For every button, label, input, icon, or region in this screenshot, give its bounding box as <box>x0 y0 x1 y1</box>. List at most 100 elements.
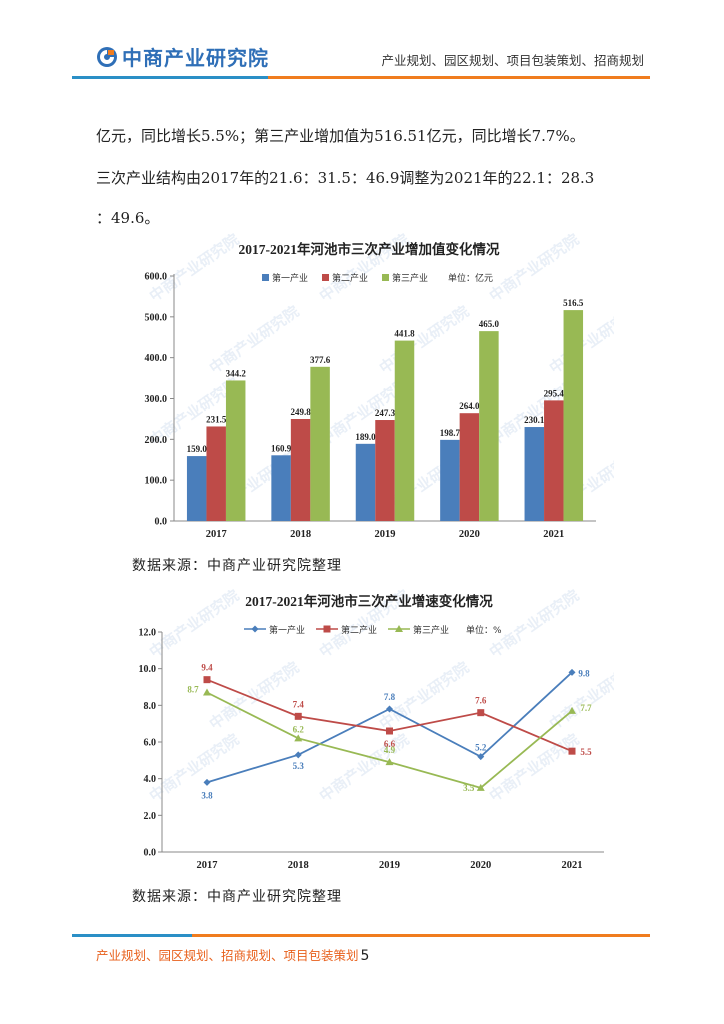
x-tick-label: 2018 <box>290 529 311 540</box>
watermark: 中商产业研究院 <box>146 588 242 661</box>
point-data-label: 5.2 <box>475 743 487 753</box>
bar <box>479 331 499 521</box>
watermark: 中商产业研究院 <box>486 588 582 661</box>
y-tick-label: 10.0 <box>139 664 157 675</box>
legend-marker <box>395 625 403 632</box>
point-data-label: 7.6 <box>475 696 487 706</box>
y-tick-label: 500.0 <box>145 312 168 323</box>
bar-data-label: 159.0 <box>187 444 208 454</box>
legend-label: 第一产业 <box>269 624 305 636</box>
bar <box>225 380 246 521</box>
bar-data-label: 249.8 <box>290 407 311 417</box>
bar <box>206 426 226 521</box>
y-tick-label: 0.0 <box>155 517 168 528</box>
y-tick-label: 8.0 <box>144 701 157 712</box>
legend-label: 第二产业 <box>332 272 368 284</box>
series-point <box>294 734 303 742</box>
x-tick-label: 2017 <box>206 529 227 540</box>
bar-chart-title: 2017-2021年河池市三次产业增加值变化情况 <box>239 241 500 257</box>
legend-label: 第三产业 <box>392 272 428 284</box>
header-tagline: 产业规划、园区规划、项目包装策划、招商规划 <box>381 53 644 68</box>
bar <box>355 443 376 521</box>
bar <box>524 427 545 521</box>
x-tick-label: 2018 <box>288 860 309 871</box>
bar-data-label: 198.7 <box>440 428 461 438</box>
x-tick-label: 2021 <box>543 529 564 540</box>
series-point <box>294 751 302 759</box>
bar-data-label: 231.5 <box>206 414 227 424</box>
unit-label: 单位：% <box>466 624 502 636</box>
bar <box>544 400 564 521</box>
footer-divider-blue <box>72 934 192 937</box>
bar-data-label: 230.1 <box>524 415 545 425</box>
page-header: 中商产业研究院 产业规划、园区规划、项目包装策划、招商规划 <box>0 0 724 80</box>
y-tick-label: 12.0 <box>139 628 157 639</box>
legend-swatch <box>262 274 269 281</box>
bar <box>375 420 395 521</box>
logo-icon <box>97 46 117 67</box>
x-tick-label: 2017 <box>197 860 218 871</box>
point-data-label: 4.9 <box>384 745 396 755</box>
bar-data-label: 160.9 <box>271 443 292 453</box>
legend-marker <box>251 625 259 633</box>
y-tick-label: 600.0 <box>145 272 168 283</box>
point-data-label: 5.5 <box>580 747 592 757</box>
bar-data-label: 465.0 <box>479 319 500 329</box>
growth-line-chart: 中商产业研究院 中商产业研究院 中商产业研究院 中商产业研究院 中商产业研究院 中商产业研… <box>124 586 643 882</box>
bar-chart-legend: 第一产业 第二产业 第三产业 单位：亿元 <box>262 272 493 284</box>
watermark: 中商产业研究院 <box>376 302 472 377</box>
bar <box>563 310 584 521</box>
legend-label: 第一产业 <box>272 272 308 284</box>
y-tick-label: 4.0 <box>144 774 157 785</box>
series-point <box>203 688 211 696</box>
line-marks: 3.8 5.3 7.8 5.2 9.8 9.4 7.4 6.6 7.6 5.5 8.7 6.2 4.9 3… <box>187 663 592 801</box>
legend-label: 第三产业 <box>413 624 449 636</box>
bar-y-ticks: 0.0 100.0 200.0 300.0 400.0 500.0 600.0 <box>145 272 174 528</box>
company-logo: 中商产业研究院 <box>96 42 269 71</box>
bar <box>186 456 207 521</box>
series-point <box>477 753 485 761</box>
page-number: 5 <box>360 948 370 964</box>
y-tick-label: 300.0 <box>145 394 168 405</box>
bar <box>394 340 415 521</box>
y-tick-label: 200.0 <box>145 435 168 446</box>
value-added-bar-chart: 中商产业研究院 中商产业研究院 中商产业研究院 中商产业研究院 中商产业研究院 中商产业研… <box>124 230 643 552</box>
y-tick-label: 100.0 <box>145 476 168 487</box>
bar <box>271 455 291 521</box>
point-data-label: 9.4 <box>201 663 213 673</box>
bar-data-label: 247.3 <box>375 408 396 418</box>
series-point <box>386 705 393 713</box>
bar-x-ticks: 2017 2018 2019 2020 2021 <box>206 529 565 540</box>
legend-swatch <box>382 274 389 281</box>
series-point <box>294 712 302 720</box>
header-divider-blue <box>72 76 268 79</box>
page-footer: 产业规划、园区规划、招商规划、项目包装策划 5 <box>96 945 369 964</box>
line-chart-legend: 第一产业 第二产业 第三产业 单位：% <box>244 624 502 636</box>
point-data-label: 3.8 <box>201 790 213 800</box>
x-tick-label: 2019 <box>375 529 396 540</box>
watermark: 中商产业研究院 <box>316 730 412 805</box>
x-tick-label: 2021 <box>562 860 583 871</box>
line-x-ticks: 2017 2018 2019 2020 2021 <box>197 860 583 871</box>
bar-data-label: 377.6 <box>310 355 331 365</box>
point-data-label: 9.8 <box>578 668 590 678</box>
footer-divider-orange <box>192 934 650 937</box>
x-tick-label: 2020 <box>470 860 491 871</box>
body-text-line-3: ：49.6。 <box>96 209 160 227</box>
series-point <box>203 676 211 684</box>
watermark: 中商产业研究院 <box>206 302 302 377</box>
series-point <box>477 709 485 717</box>
point-data-label: 7.7 <box>580 703 592 713</box>
legend-swatch <box>322 274 329 281</box>
bar-marks: 159.0 231.5 344.2 160.9 249.8 377.6 189.0 247.3… <box>187 298 584 521</box>
point-data-label: 5.3 <box>293 761 305 771</box>
line-y-ticks: 0.0 2.0 4.0 6.0 8.0 10.0 12.0 <box>139 628 162 859</box>
bar <box>459 413 480 521</box>
point-data-label: 6.6 <box>384 739 396 749</box>
series-point <box>385 758 394 766</box>
unit-label: 单位：亿元 <box>448 272 493 284</box>
bar-data-label: 189.0 <box>355 432 376 442</box>
bar-data-label: 516.5 <box>563 298 584 308</box>
